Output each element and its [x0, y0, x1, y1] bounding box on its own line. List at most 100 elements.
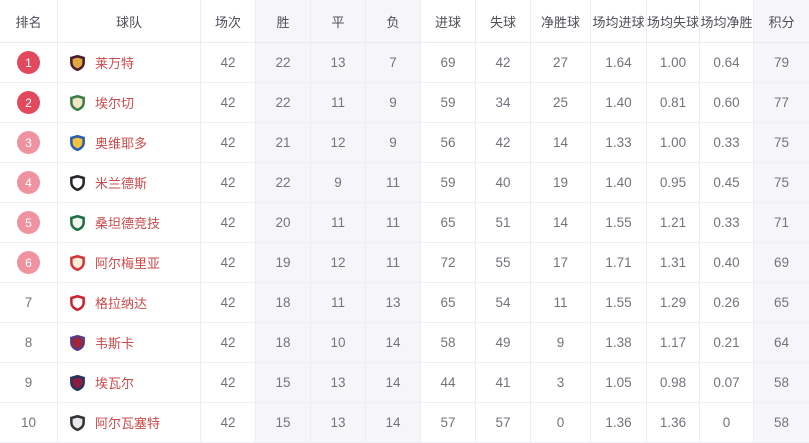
stat-goal_diff: 11 — [530, 283, 590, 322]
rank-cell: 8 — [0, 323, 57, 362]
stat-points: 77 — [753, 83, 809, 122]
stat-goals_for: 65 — [420, 283, 475, 322]
stat-goals_for: 59 — [420, 83, 475, 122]
team-badge-icon — [70, 134, 85, 151]
table-row: 6 阿尔梅里亚 42 19 12 11 72 55 17 1.71 1.31 0.40 69 — [0, 243, 809, 283]
team-name-link[interactable]: 奥维耶多 — [95, 136, 148, 151]
stat-goals_against: 40 — [475, 163, 530, 202]
stat-avg_goals_against: 1.00 — [646, 43, 699, 82]
stat-draw: 13 — [310, 363, 365, 402]
team-cell: 莱万特 — [57, 43, 200, 82]
stat-goals_for: 58 — [420, 323, 475, 362]
column-header-draw: 平 — [310, 0, 365, 42]
stat-goal_diff: 25 — [530, 83, 590, 122]
stat-goal_diff: 0 — [530, 403, 590, 442]
team-cell: 阿尔梅里亚 — [57, 243, 200, 282]
stat-loss: 11 — [365, 203, 420, 242]
stat-goals_for: 69 — [420, 43, 475, 82]
column-header-win: 胜 — [255, 0, 310, 42]
team-name-link[interactable]: 桑坦德竞技 — [95, 216, 161, 231]
team-badge-icon — [70, 414, 85, 431]
stat-win: 20 — [255, 203, 310, 242]
team-cell: 韦斯卡 — [57, 323, 200, 362]
stat-goals_for: 56 — [420, 123, 475, 162]
column-header-rank: 排名 — [15, 14, 42, 30]
stat-goal_diff: 17 — [530, 243, 590, 282]
stat-goals_against: 42 — [475, 123, 530, 162]
team-name-link[interactable]: 莱万特 — [95, 56, 135, 71]
team-name-link[interactable]: 格拉纳达 — [95, 296, 148, 311]
stat-avg_goals_for: 1.36 — [590, 403, 646, 442]
stat-played: 42 — [200, 203, 255, 242]
stat-avg_goals_for: 1.64 — [590, 43, 646, 82]
column-header-goals_for: 进球 — [420, 0, 475, 42]
stat-played: 42 — [200, 363, 255, 402]
table-header-row: 排名 球队 场次胜平负进球 失球 净胜球 场均进球 场均失球 场均净胜 积分 — [0, 0, 809, 43]
team-name-link[interactable]: 阿尔瓦塞特 — [95, 416, 161, 431]
team-name-link[interactable]: 阿尔梅里亚 — [95, 256, 161, 271]
stat-goals_against: 34 — [475, 83, 530, 122]
table-row: 9 埃瓦尔 42 15 13 14 44 41 3 1.05 0.98 0.07 58 — [0, 363, 809, 403]
stat-avg_goals_against: 1.17 — [646, 323, 699, 362]
table-row: 7 格拉纳达 42 18 11 13 65 54 11 1.55 1.29 0.26 65 — [0, 283, 809, 323]
stat-goals_for: 44 — [420, 363, 475, 402]
stat-points: 58 — [753, 363, 809, 402]
stat-goals_against: 57 — [475, 403, 530, 442]
stat-played: 42 — [200, 283, 255, 322]
rank-badge: 6 — [17, 251, 40, 274]
table-row: 2 埃尔切 42 22 11 9 59 34 25 1.40 0.81 0.60 77 — [0, 83, 809, 123]
team-name-link[interactable]: 米兰德斯 — [95, 176, 148, 191]
stat-avg_goals_against: 0.98 — [646, 363, 699, 402]
stat-goals_against: 54 — [475, 283, 530, 322]
stat-goal_diff: 14 — [530, 123, 590, 162]
team-name-link[interactable]: 埃尔切 — [95, 96, 135, 111]
stat-goal_diff: 14 — [530, 203, 590, 242]
rank-badge: 4 — [17, 171, 40, 194]
table-row: 5 桑坦德竞技 42 20 11 11 65 51 14 1.55 1.21 0.33 71 — [0, 203, 809, 243]
stat-goals_for: 59 — [420, 163, 475, 202]
stat-avg_goal_diff: 0.64 — [699, 43, 753, 82]
stat-loss: 9 — [365, 83, 420, 122]
stat-goal_diff: 27 — [530, 43, 590, 82]
stat-avg_goals_for: 1.40 — [590, 163, 646, 202]
stat-loss: 14 — [365, 323, 420, 362]
stat-avg_goals_for: 1.38 — [590, 323, 646, 362]
stat-avg_goal_diff: 0 — [699, 403, 753, 442]
rank-cell: 10 — [0, 403, 57, 442]
stat-goals_for: 72 — [420, 243, 475, 282]
team-name-link[interactable]: 韦斯卡 — [95, 336, 135, 351]
stat-avg_goals_for: 1.40 — [590, 83, 646, 122]
column-header-played: 场次 — [200, 0, 255, 42]
stat-avg_goals_for: 1.55 — [590, 203, 646, 242]
stat-avg_goals_against: 0.95 — [646, 163, 699, 202]
team-badge-icon — [70, 334, 85, 351]
team-name-link[interactable]: 埃瓦尔 — [95, 376, 135, 391]
table-row: 1 莱万特 42 22 13 7 69 42 27 1.64 1.00 0.64 79 — [0, 43, 809, 83]
stat-played: 42 — [200, 323, 255, 362]
rank-text: 7 — [24, 295, 33, 310]
team-cell: 奥维耶多 — [57, 123, 200, 162]
column-header-points: 积分 — [753, 0, 809, 42]
stat-goals_against: 49 — [475, 323, 530, 362]
stat-played: 42 — [200, 83, 255, 122]
stat-win: 22 — [255, 163, 310, 202]
rank-cell: 5 — [0, 203, 57, 242]
rank-cell: 1 — [0, 43, 57, 82]
rank-text: 8 — [24, 335, 33, 350]
stat-played: 42 — [200, 43, 255, 82]
stat-loss: 11 — [365, 163, 420, 202]
stat-goals_against: 55 — [475, 243, 530, 282]
stat-goals_for: 65 — [420, 203, 475, 242]
rank-cell: 4 — [0, 163, 57, 202]
stat-avg_goal_diff: 0.40 — [699, 243, 753, 282]
stat-goals_against: 51 — [475, 203, 530, 242]
table-row: 8 韦斯卡 42 18 10 14 58 49 9 1.38 1.17 0.21 64 — [0, 323, 809, 363]
stat-goal_diff: 19 — [530, 163, 590, 202]
stat-points: 75 — [753, 123, 809, 162]
stat-avg_goals_for: 1.55 — [590, 283, 646, 322]
stat-avg_goals_against: 1.21 — [646, 203, 699, 242]
stat-loss: 13 — [365, 283, 420, 322]
team-badge-icon — [70, 254, 85, 271]
stat-avg_goals_against: 1.36 — [646, 403, 699, 442]
